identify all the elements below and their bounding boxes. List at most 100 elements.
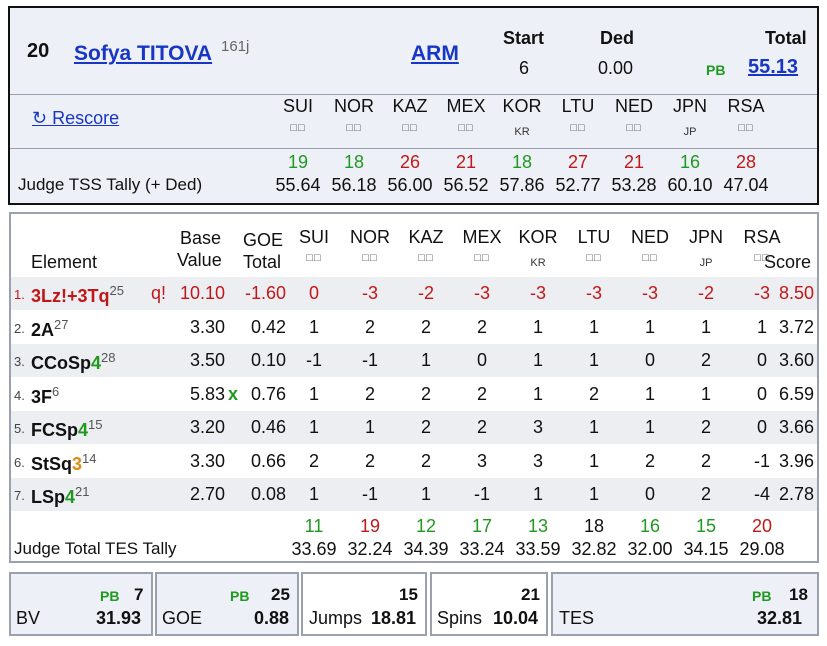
judge-mark: 2: [420, 450, 432, 471]
judge-mark: 2: [700, 450, 712, 471]
judge-code: NOR: [334, 96, 374, 116]
flag-icon: □□: [418, 252, 434, 264]
tes-rank: 18: [789, 585, 808, 604]
judge-mark: 2: [700, 417, 712, 437]
element-sup: 25: [109, 283, 124, 298]
element-code: LSp: [31, 487, 65, 507]
jumps-rank: 15: [399, 585, 418, 604]
judge-tes-rank: 20: [751, 516, 773, 536]
judge-mark: 0: [756, 350, 768, 370]
element-code: StSq: [31, 453, 73, 474]
element-sup: 28: [101, 350, 116, 365]
jumps-value: 18.81: [371, 608, 417, 628]
judge-mark: 1: [532, 316, 544, 337]
judge-tes-rank: 13: [527, 516, 549, 536]
judge-tes-value: 33.24: [459, 539, 505, 559]
start-value: 6: [519, 58, 530, 78]
table-row: [11, 277, 817, 310]
judge-mark: 1: [588, 316, 600, 337]
goe-rank: 25: [271, 585, 290, 604]
table-row: [11, 310, 817, 344]
judge-mark: 1: [532, 484, 544, 504]
flag-icon: □□: [754, 252, 770, 264]
judge-mark: 1: [588, 417, 600, 437]
element-name: 2A27: [31, 317, 68, 341]
judge-tss-value: 57.86: [499, 175, 545, 195]
goe-total: 0.10: [250, 350, 286, 370]
judge-code: LTU: [561, 96, 595, 116]
skater-sup: 161j: [221, 38, 250, 55]
judge-code: RSA: [743, 227, 781, 247]
judge-tes-rank: 19: [359, 516, 381, 536]
judge-mark: 2: [420, 383, 432, 404]
bv-value: 31.93: [96, 608, 142, 628]
element-code: CCoSp: [31, 353, 91, 373]
judge-tss-value: 56.00: [387, 175, 433, 195]
judge-tes-value: 32.00: [627, 539, 673, 559]
judge-mark: 0: [644, 350, 656, 370]
judge-tes-value: 34.15: [683, 539, 729, 559]
judge-tes-rank: 16: [639, 516, 661, 536]
judge-mark: 2: [364, 450, 376, 471]
judge-code: KOR: [502, 96, 542, 116]
element-number: 5.: [14, 421, 25, 436]
base-value: 3.30: [189, 450, 225, 471]
skater-name-link[interactable]: Sofya TITOVA: [74, 42, 213, 65]
nation-link[interactable]: ARM: [411, 42, 459, 65]
table-row: [11, 411, 817, 444]
judge-code: JPN: [672, 96, 708, 116]
element-level: 4: [78, 420, 89, 440]
start-label: Start: [503, 28, 545, 48]
judge-tss-value: 55.64: [275, 175, 321, 195]
tes-tally-label: Judge Total TES Tally: [14, 539, 177, 558]
goe-total: 0.46: [250, 417, 286, 437]
judge-tss-rank: 21: [455, 152, 477, 172]
judge-mark: 2: [588, 383, 600, 404]
judge-mark: -3: [753, 283, 771, 303]
element-number: 6.: [14, 454, 25, 470]
judge-tes-value: 33.59: [515, 539, 561, 559]
judge-mark: 1: [308, 383, 320, 404]
judge-mark: 2: [476, 316, 488, 337]
goe-total: 0.08: [250, 484, 286, 504]
element-name: StSq314: [31, 451, 97, 475]
element-name: 3Lz!+3Tq25: [31, 283, 124, 307]
judge-mark: 3: [532, 417, 544, 437]
judge-code: RSA: [727, 96, 765, 116]
flag-icon: □□: [474, 252, 490, 264]
flag-icon: □□: [458, 122, 474, 134]
judge-mark: 2: [420, 417, 432, 437]
judge-mark: 3: [476, 450, 488, 471]
col-element: Element: [31, 252, 98, 272]
element-level: 3: [72, 453, 83, 474]
base-value: 3.30: [189, 316, 225, 337]
bv-pb-badge: PB: [100, 588, 120, 604]
judge-mark: -1: [473, 484, 491, 504]
total-score-link[interactable]: 55.13: [748, 56, 799, 78]
element-code: 3F: [31, 386, 53, 407]
element-number: 1.: [14, 287, 25, 302]
element-sup: 15: [88, 417, 103, 432]
judge-mark: 2: [700, 484, 712, 504]
judge-tes-rank: 15: [695, 516, 717, 536]
judge-code: SUI: [282, 96, 314, 116]
judge-mark: 2: [700, 350, 712, 370]
judge-mark: 1: [420, 350, 432, 370]
flag-icon: □□: [738, 122, 754, 134]
flag-icon: □□: [626, 122, 642, 134]
judge-tss-rank: 18: [343, 152, 365, 172]
judge-code: LTU: [577, 227, 611, 247]
bv-box: [9, 572, 153, 636]
judge-mark: -1: [305, 350, 323, 370]
flag-icon: □□: [346, 122, 362, 134]
base-value: 10.10: [179, 283, 225, 303]
judge-mark: -3: [529, 283, 547, 303]
judge-tss-rank: 26: [399, 152, 421, 172]
element-score: 3.96: [778, 450, 814, 471]
rescore-link[interactable]: ↻ Rescore: [32, 108, 120, 128]
judge-mark: -3: [361, 283, 379, 303]
header-divider: [10, 148, 817, 149]
element-number: 3.: [14, 354, 25, 369]
judge-mark: 2: [308, 450, 320, 471]
judge-tss-rank: 18: [511, 152, 533, 172]
